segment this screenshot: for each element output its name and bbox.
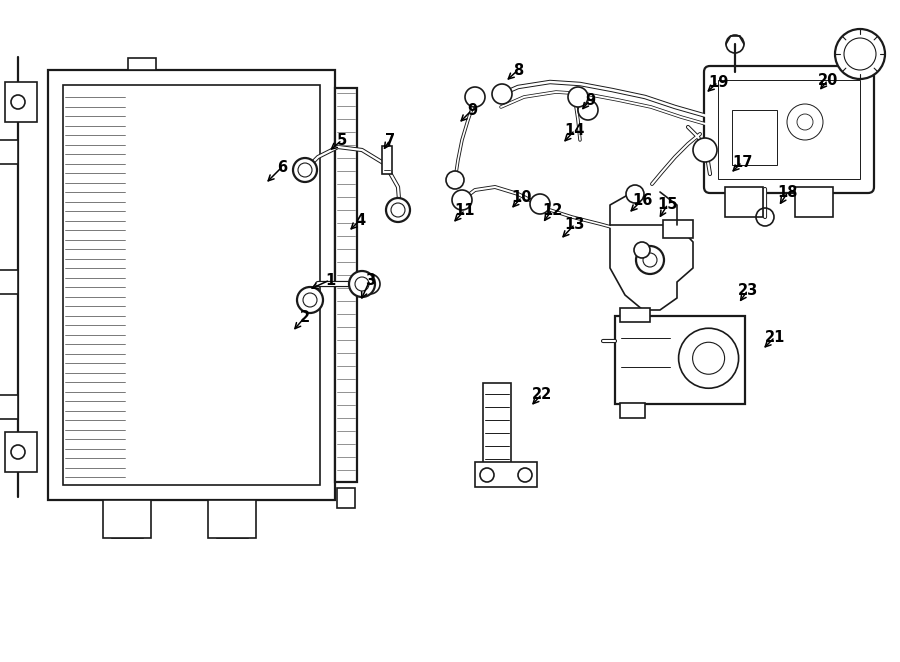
Circle shape (293, 158, 317, 182)
Bar (5, 82, 37, 122)
Circle shape (492, 84, 512, 104)
Bar (0, 395, 18, 419)
Circle shape (518, 468, 532, 482)
Text: 12: 12 (542, 203, 562, 218)
Text: 20: 20 (818, 73, 838, 87)
Bar (5, 432, 37, 472)
Bar (335, 88, 357, 482)
Text: 1: 1 (325, 273, 335, 287)
Circle shape (693, 138, 717, 162)
Text: 9: 9 (585, 93, 595, 107)
Text: 21: 21 (765, 330, 785, 344)
Circle shape (626, 185, 644, 203)
Circle shape (634, 242, 650, 258)
Text: 7: 7 (385, 132, 395, 148)
Text: 8: 8 (513, 62, 523, 77)
Circle shape (578, 100, 598, 120)
Bar (475, 462, 537, 487)
Circle shape (360, 274, 380, 294)
Text: 15: 15 (658, 197, 679, 211)
Text: 19: 19 (707, 75, 728, 89)
Text: 9: 9 (467, 103, 477, 117)
Text: 14: 14 (565, 122, 585, 138)
Circle shape (530, 194, 550, 214)
Circle shape (349, 271, 375, 297)
Text: 10: 10 (512, 189, 532, 205)
Text: 5: 5 (337, 132, 347, 148)
Circle shape (386, 198, 410, 222)
Bar (128, 58, 156, 70)
Circle shape (835, 29, 885, 79)
Bar (337, 488, 355, 508)
Bar (795, 187, 833, 217)
Circle shape (452, 190, 472, 210)
Text: 22: 22 (532, 387, 552, 401)
Text: 13: 13 (565, 216, 585, 232)
Bar (208, 500, 256, 538)
Polygon shape (610, 225, 693, 310)
Bar (48, 70, 335, 500)
Circle shape (446, 171, 464, 189)
Circle shape (636, 246, 664, 274)
Bar (615, 316, 745, 404)
Text: 4: 4 (355, 213, 365, 228)
Bar (103, 500, 151, 538)
Bar (725, 187, 763, 217)
Text: 11: 11 (454, 203, 475, 218)
Text: 17: 17 (732, 154, 752, 169)
Bar (0, 140, 18, 164)
Bar (63, 85, 320, 485)
Bar (382, 146, 392, 174)
Text: 23: 23 (738, 283, 758, 297)
Bar (663, 220, 693, 238)
Circle shape (465, 87, 485, 107)
Circle shape (568, 87, 588, 107)
Text: 6: 6 (277, 160, 287, 175)
FancyBboxPatch shape (704, 66, 874, 193)
Text: 16: 16 (632, 193, 652, 207)
Bar (0, 270, 18, 294)
Bar (483, 383, 511, 465)
Bar (732, 110, 777, 165)
Bar (718, 80, 860, 179)
Bar (620, 308, 650, 322)
Circle shape (297, 287, 323, 313)
Bar (620, 403, 645, 418)
Text: 2: 2 (300, 310, 310, 324)
Text: 3: 3 (364, 273, 375, 287)
Text: 18: 18 (778, 185, 798, 199)
Circle shape (480, 468, 494, 482)
